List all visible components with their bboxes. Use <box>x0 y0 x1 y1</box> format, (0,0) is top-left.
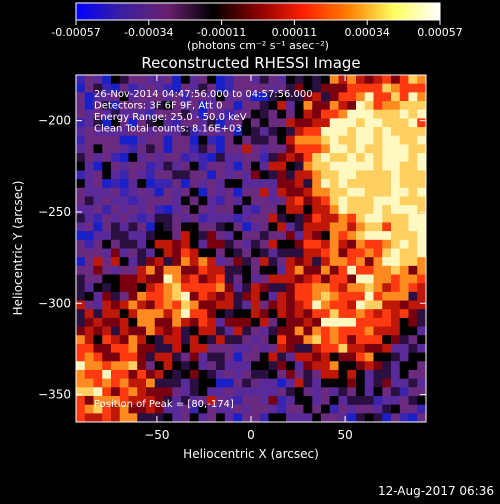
y-tick-label: −200 <box>38 114 71 128</box>
colorbar-tick-label: -0.00034 <box>124 26 173 39</box>
x-tick-label: −50 <box>144 428 169 442</box>
colorbar-tick-label: -0.00011 <box>197 26 246 39</box>
info-line: Energy Range: 25.0 - 50.0 keV <box>94 112 247 123</box>
colorbar-ticks: -0.00057 -0.00034 -0.00011 0.00011 0.00034 0.… <box>51 20 463 39</box>
heatmap-image <box>76 75 426 422</box>
x-tick-label: 50 <box>337 428 352 442</box>
timestamp: 12-Aug-2017 06:36 <box>378 484 494 498</box>
y-axis-label: Heliocentric Y (arcsec) <box>11 181 25 316</box>
chart-title: Reconstructed RHESSI Image <box>141 54 360 72</box>
axes: −50 0 50 −200 −250 −300 −350 <box>38 75 426 442</box>
x-axis-label: Heliocentric X (arcsec) <box>183 447 319 461</box>
colorbar-unit-label: (photons cm⁻² s⁻¹ asec⁻²) <box>187 39 329 52</box>
x-tick-label: 0 <box>247 428 255 442</box>
y-tick-label: −300 <box>38 296 71 310</box>
info-line: Clean Total counts: 8.16E+03 <box>94 124 242 135</box>
y-tick-label: −250 <box>38 205 71 219</box>
info-text-block: 26-Nov-2014 04:47:56.000 to 04:57:56.000… <box>94 89 313 135</box>
peak-position-label: Position of Peak = [80,-174] <box>94 399 234 410</box>
colorbar <box>75 2 441 21</box>
colorbar-tick-label: 0.00011 <box>272 26 318 39</box>
info-line: Detectors: 3F 6F 9F, Att 0 <box>94 101 222 112</box>
colorbar-tick-label: -0.00057 <box>51 26 100 39</box>
info-line: 26-Nov-2014 04:47:56.000 to 04:57:56.000 <box>94 89 313 100</box>
colorbar-tick-label: 0.00034 <box>344 26 390 39</box>
y-tick-label: −350 <box>38 388 71 402</box>
colorbar-tick-label: 0.00057 <box>417 26 463 39</box>
